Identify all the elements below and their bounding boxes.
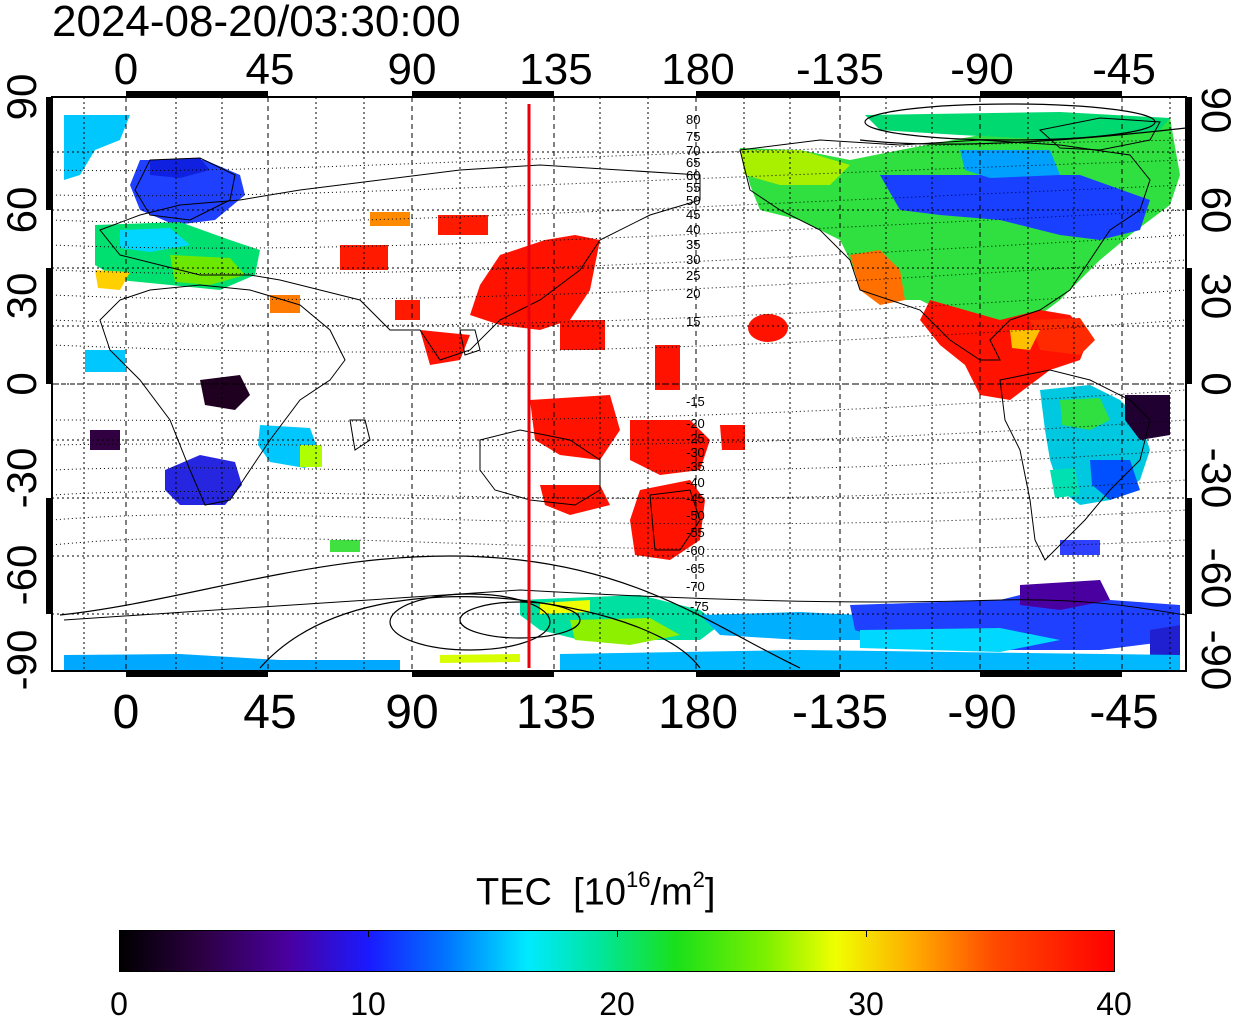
- y-tick-label-right: -60: [1193, 548, 1235, 609]
- y-axis-left: 90 60 30 0 -30 -60 -90: [0, 74, 45, 691]
- tec-colorbar: [119, 930, 1115, 972]
- axis-bars: [46, 91, 1192, 677]
- x-tick-label-top: -135: [796, 45, 884, 94]
- colorbar-title-quantity: TEC: [476, 871, 552, 914]
- colorbar-title: TEC [1016/m2]: [476, 862, 715, 915]
- x-tick-label-bottom: -90: [947, 686, 1016, 739]
- y-tick-label-right: -30: [1193, 448, 1235, 509]
- x-tick-label-bottom: 135: [516, 686, 596, 739]
- contour-label: -60: [686, 543, 705, 558]
- y-tick-label-right: -90: [1193, 630, 1235, 691]
- colorbar-label: 0: [110, 986, 128, 1021]
- x-tick-label-bottom: -45: [1089, 686, 1158, 739]
- x-tick-label-bottom: 0: [113, 686, 140, 739]
- contour-label: -35: [686, 459, 705, 474]
- tec-world-map: 80 75 70 65 60 55 50 45 40 35 30 25 20 1…: [0, 45, 1235, 739]
- contour-label: 45: [686, 207, 700, 222]
- contour-label: 80: [686, 112, 700, 127]
- y-tick-label-right: 60: [1193, 187, 1235, 234]
- y-tick-label-left: 60: [0, 187, 45, 234]
- map-timestamp: 2024-08-20/03:30:00: [52, 0, 461, 46]
- contour-label: 75: [686, 129, 700, 144]
- x-tick-label-bottom: 180: [658, 686, 738, 739]
- y-tick-label-right: 0: [1193, 372, 1235, 395]
- colorbar-unit-mid: /m: [650, 871, 693, 914]
- contour-label: 15: [686, 314, 700, 329]
- contour-label: 60: [686, 168, 700, 183]
- contour-label: -15: [686, 394, 705, 409]
- x-tick-label-top: 0: [114, 45, 138, 94]
- contour-label: -40: [686, 475, 705, 490]
- colorbar-label: 30: [848, 986, 884, 1021]
- x-tick-label-top: 90: [388, 45, 437, 94]
- y-axis-right: 90 60 30 0 -30 -60 -90: [1193, 87, 1235, 691]
- contour-label: -75: [690, 599, 709, 614]
- colorbar-unit-exponent: 16: [625, 867, 651, 892]
- y-tick-label-left: 90: [0, 74, 45, 121]
- major-graticule: [52, 97, 1186, 671]
- y-tick-label-left: -30: [0, 448, 45, 509]
- colorbar-unit-prefix: [10: [573, 871, 626, 914]
- y-tick-label-left: 30: [0, 273, 45, 320]
- contour-label: 50: [686, 193, 700, 208]
- contour-labels-north: 80 75 70 65 60 55 50 45 40 35 30 25 20 1…: [686, 112, 700, 329]
- contour-label: 70: [686, 143, 700, 158]
- x-axis-bottom: 0 45 90 135 180 -135 -90 -45: [113, 686, 1159, 739]
- x-tick-label-top: 180: [661, 45, 734, 94]
- y-tick-label-left: -60: [0, 545, 45, 606]
- contour-label: 30: [686, 252, 700, 267]
- x-tick-label-top: 45: [246, 45, 295, 94]
- colorbar-label: 40: [1096, 986, 1132, 1021]
- contour-label: 25: [686, 268, 700, 283]
- contour-label: -70: [686, 579, 705, 594]
- contour-label: -65: [686, 561, 705, 576]
- colorbar-tick: [866, 931, 867, 937]
- contour-label: -30: [686, 445, 705, 460]
- x-tick-label-top: -90: [950, 45, 1014, 94]
- contour-label: -20: [686, 416, 705, 431]
- contour-label: -55: [686, 525, 705, 540]
- colorbar-label: 10: [350, 986, 386, 1021]
- contour-label: -25: [686, 431, 705, 446]
- y-tick-label-right: 90: [1193, 87, 1235, 134]
- colorbar-label: 20: [599, 986, 635, 1021]
- colorbar-unit-exponent2: 2: [692, 867, 705, 892]
- contour-label: 20: [686, 286, 700, 301]
- contour-label: 65: [686, 155, 700, 170]
- y-tick-label-right: 30: [1193, 273, 1235, 320]
- colorbar-tick: [617, 931, 618, 937]
- contour-label: 40: [686, 222, 700, 237]
- y-tick-label-left: -90: [0, 630, 45, 691]
- colorbar-unit-suffix: ]: [704, 871, 716, 914]
- y-tick-label-left: 0: [0, 372, 45, 395]
- contour-labels-south: -15 -20 -25 -30 -35 -40 -45 -50 -55 -60 …: [686, 394, 709, 614]
- contour-label: -50: [686, 508, 705, 523]
- colorbar-tick: [368, 931, 369, 937]
- x-tick-label-bottom: -135: [792, 686, 888, 739]
- x-tick-label-bottom: 45: [243, 686, 296, 739]
- x-tick-label-bottom: 90: [385, 686, 438, 739]
- contour-label: 35: [686, 237, 700, 252]
- contour-label: 55: [686, 180, 700, 195]
- magnetic-contours: [52, 139, 1186, 551]
- x-tick-label-top: -45: [1092, 45, 1156, 94]
- contour-label: -45: [686, 491, 705, 506]
- x-tick-label-top: 135: [519, 45, 592, 94]
- x-axis-top: 0 45 90 135 180 -135 -90 -45: [114, 45, 1156, 94]
